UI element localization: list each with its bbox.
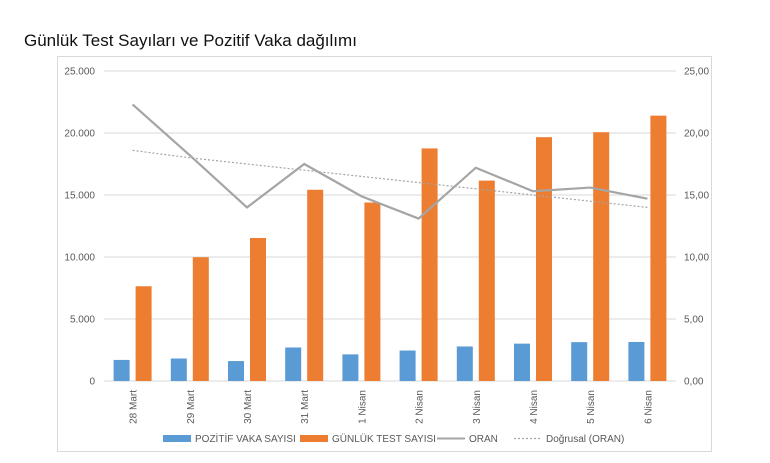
page-title: Günlük Test Sayıları ve Pozitif Vaka dağ…: [24, 31, 357, 50]
bar-gunluk-test: [593, 132, 610, 381]
right-axis-tick: 20,00: [684, 129, 709, 140]
bar-gunluk-test: [192, 257, 209, 381]
bar-pozitif-vaka: [342, 354, 359, 381]
category-label: 3 Nisan: [472, 390, 483, 424]
category-label: 6 Nisan: [643, 390, 654, 424]
bar-pozitif-vaka: [628, 341, 645, 381]
oran-line: [131, 103, 648, 220]
bar-pozitif-vaka: [456, 346, 473, 381]
chart-frame: [57, 56, 712, 452]
bar-pozitif-vaka: [228, 361, 244, 381]
legend-label: POZİTİF VAKA SAYISI: [195, 432, 296, 445]
bar-gunluk-test: [650, 115, 667, 381]
category-label: 4 Nisan: [529, 390, 540, 424]
left-axis-tick: 20.000: [64, 129, 95, 140]
left-axis-tick: 25.000: [64, 67, 95, 78]
oran-trendline: [132, 149, 648, 208]
right-axis-tick: 5,00: [684, 315, 704, 326]
bar-gunluk-test: [307, 189, 324, 381]
left-axis-tick: 10.000: [64, 253, 95, 264]
right-axis-tick: 25,00: [684, 67, 709, 78]
bar-pozitif-vaka: [170, 358, 187, 381]
legend-label: ORAN: [469, 434, 498, 445]
category-label: 29 Mart: [186, 390, 197, 424]
legend-label: Doğrusal (ORAN): [546, 434, 624, 445]
bar-pozitif-vaka: [514, 343, 530, 381]
left-axis-tick: 0: [89, 377, 95, 388]
bar-gunluk-test: [364, 202, 381, 381]
category-label: 31 Mart: [300, 390, 311, 424]
category-label: 30 Mart: [243, 390, 254, 424]
bar-gunluk-test: [478, 180, 495, 381]
category-label: 28 Mart: [129, 390, 140, 424]
bar-pozitif-vaka: [285, 347, 302, 381]
right-axis-tick: 10,00: [684, 253, 709, 264]
bar-pozitif-vaka: [571, 342, 588, 381]
right-axis-tick: 15,00: [684, 191, 709, 202]
bar-gunluk-test: [250, 237, 266, 381]
legend-swatch: [300, 435, 328, 442]
bar-gunluk-test: [135, 286, 152, 381]
legend-swatch: [163, 435, 191, 442]
bar-gunluk-test: [536, 137, 552, 381]
right-axis-tick: 0,00: [684, 377, 704, 388]
category-label: 5 Nisan: [586, 390, 597, 424]
bar-pozitif-vaka: [399, 350, 416, 381]
left-axis-tick: 15.000: [64, 191, 95, 202]
bar-pozitif-vaka: [113, 359, 130, 381]
left-axis-tick: 5.000: [70, 315, 95, 326]
category-label: 2 Nisan: [415, 390, 426, 424]
category-label: 1 Nisan: [357, 390, 368, 424]
legend-label: GÜNLÜK TEST SAYISI: [332, 433, 436, 445]
